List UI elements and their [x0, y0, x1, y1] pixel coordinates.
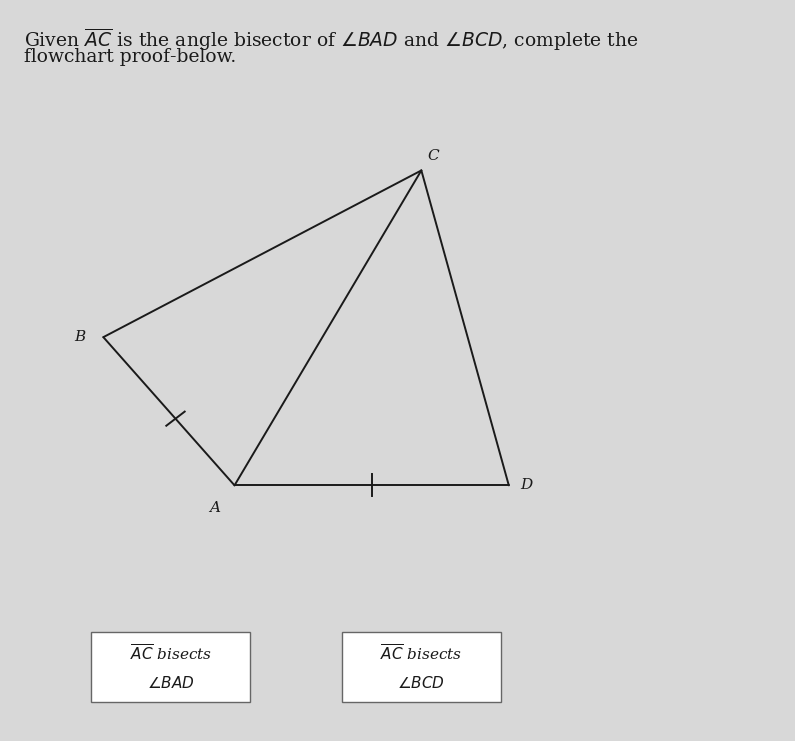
Text: A: A	[209, 501, 220, 514]
Text: C: C	[428, 149, 439, 162]
Text: $\overline{AC}$ bisects: $\overline{AC}$ bisects	[380, 643, 463, 664]
Text: flowchart proof‐below.: flowchart proof‐below.	[24, 48, 236, 66]
FancyBboxPatch shape	[91, 631, 250, 702]
Text: $\angle BAD$: $\angle BAD$	[147, 675, 195, 691]
Text: $\angle BCD$: $\angle BCD$	[398, 675, 445, 691]
Text: D: D	[520, 479, 533, 492]
FancyBboxPatch shape	[342, 631, 501, 702]
Text: Given $\overline{AC}$ is the angle bisector of $\angle BAD$ and $\angle BCD$, co: Given $\overline{AC}$ is the angle bisec…	[24, 26, 638, 53]
Text: B: B	[74, 330, 85, 344]
Text: $\overline{AC}$ bisects: $\overline{AC}$ bisects	[130, 643, 212, 664]
